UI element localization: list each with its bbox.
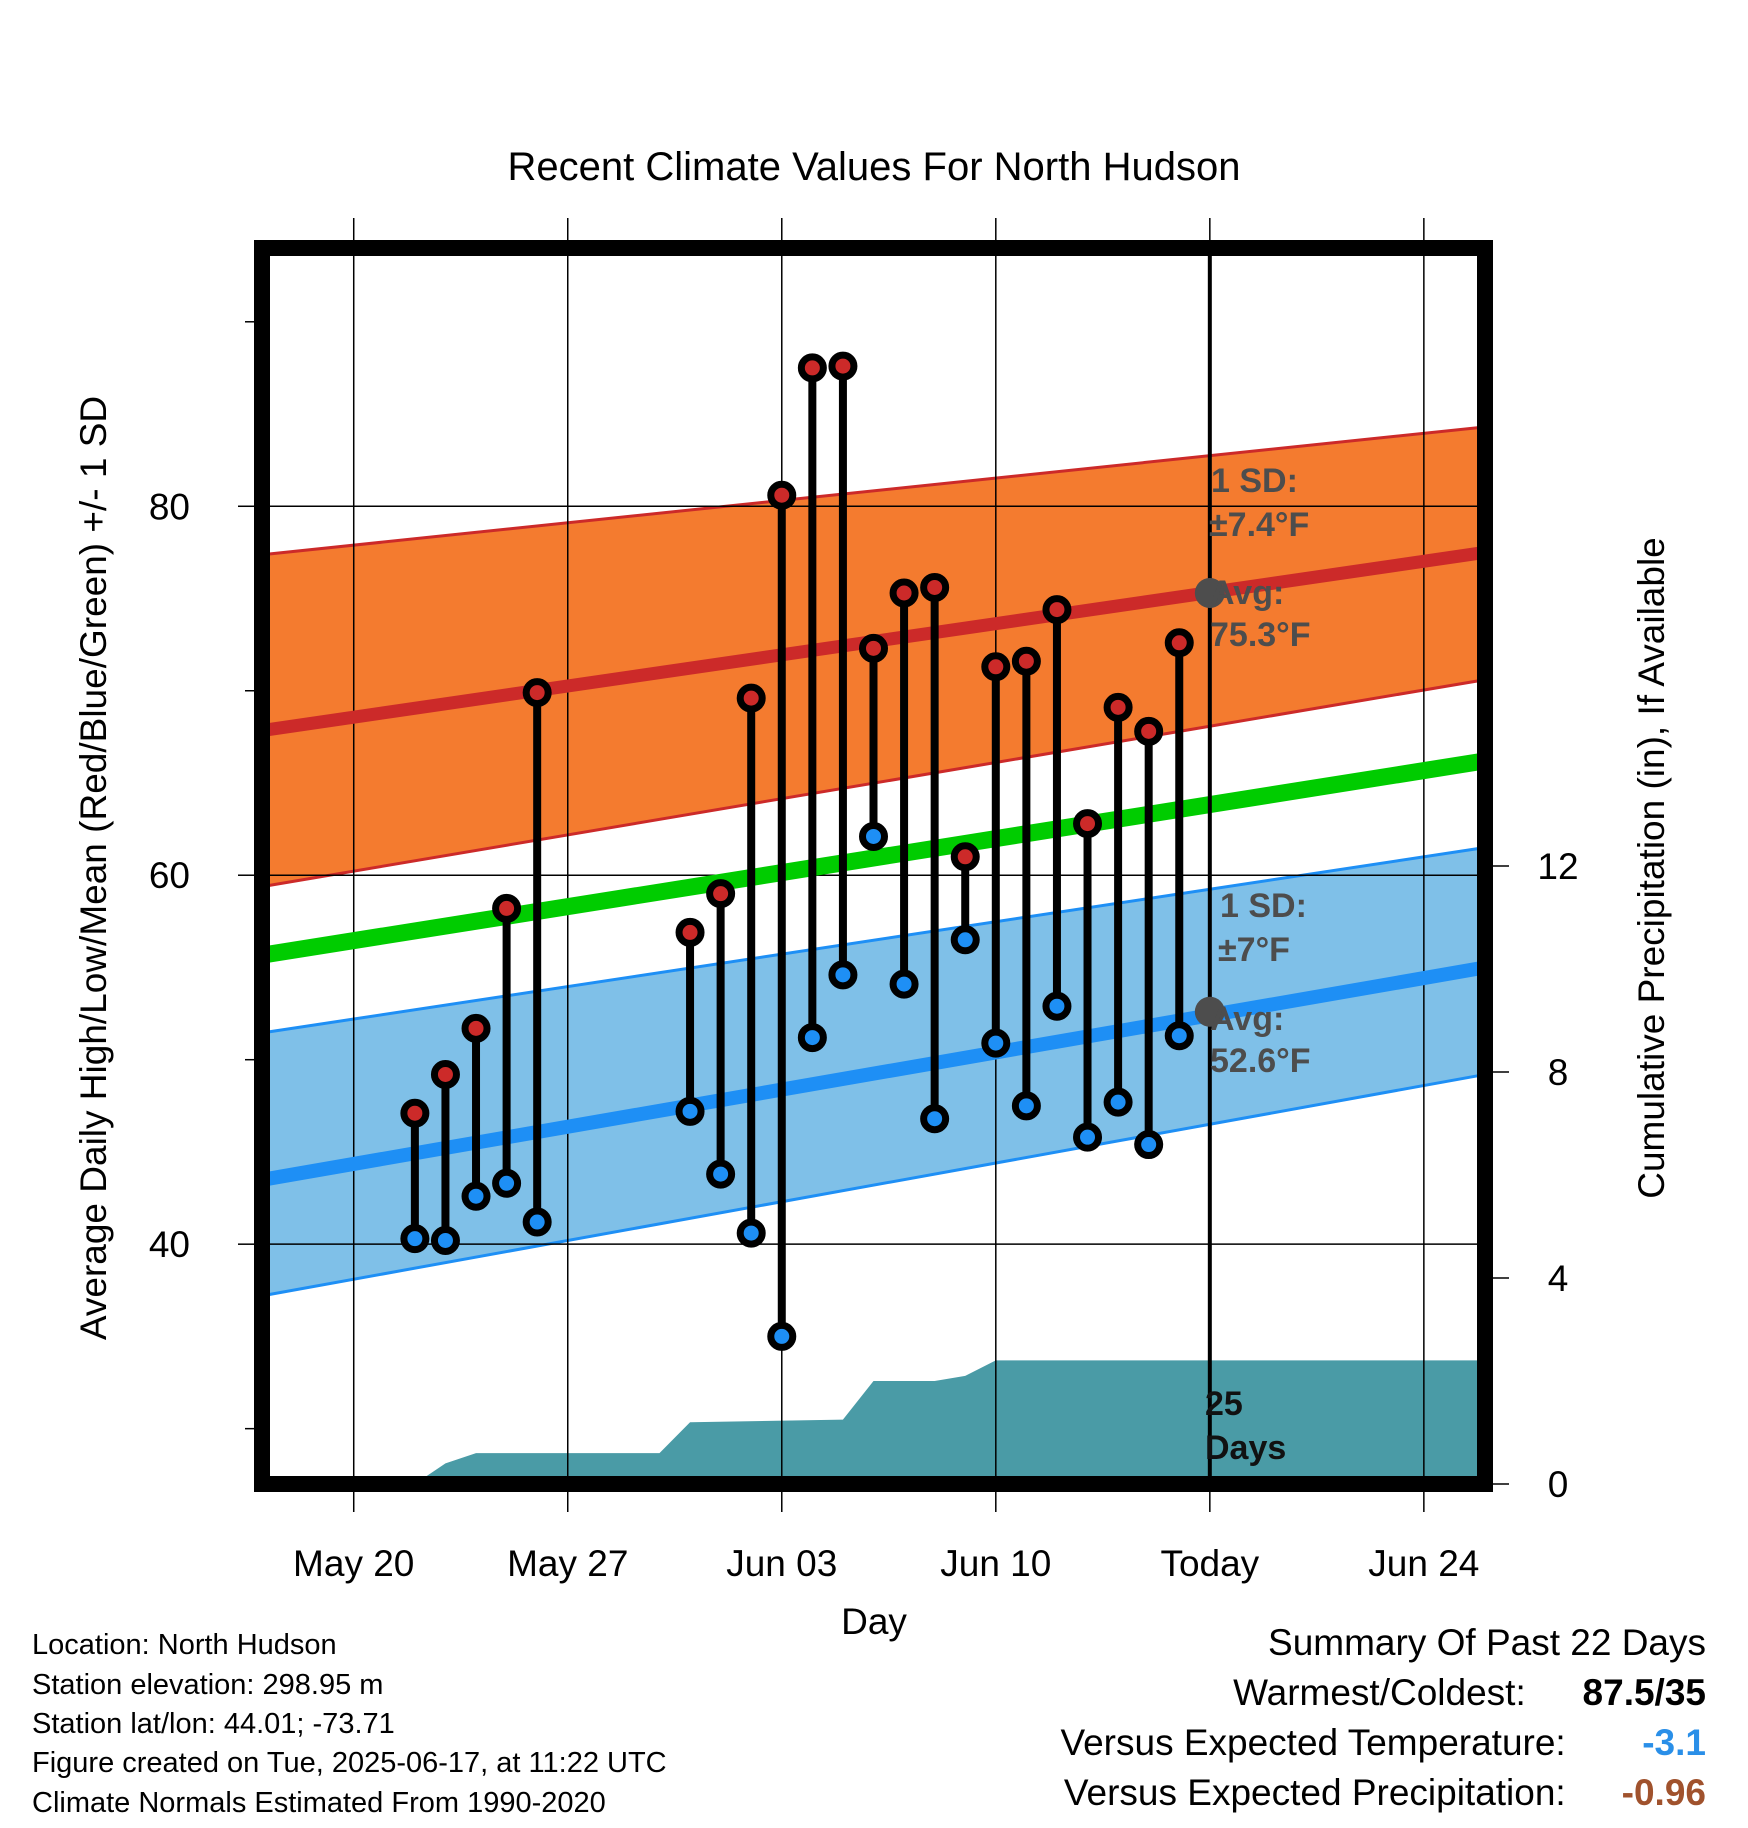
daily-low-point (736, 1218, 766, 1248)
daily-high-point (981, 652, 1011, 682)
summary-temp: Versus Expected Temperature: -3.1 (1060, 1722, 1706, 1764)
summary-temp-value: -3.1 (1642, 1722, 1706, 1763)
y2-tick-label: 8 (1548, 1052, 1569, 1093)
y2-tick-label: 0 (1548, 1464, 1569, 1505)
daily-low-point (767, 1321, 797, 1351)
daily-low-point (1164, 1021, 1194, 1051)
daily-high-point (675, 917, 705, 947)
info-created: Figure created on Tue, 2025-06-17, at 11… (32, 1747, 667, 1779)
plot-frame (254, 240, 1493, 1492)
low-sd-band-lower-edge (267, 1073, 1482, 1297)
x-tick-label: May 27 (507, 1543, 628, 1584)
daily-high-point (889, 578, 919, 608)
x-tick-label: May 20 (293, 1543, 414, 1584)
x-tick-label: Jun 10 (940, 1543, 1051, 1584)
y2-tick-label: 4 (1548, 1258, 1569, 1299)
daily-low-point (675, 1096, 705, 1126)
today-high-avg-marker (1194, 577, 1225, 608)
daily-low-point (859, 821, 888, 851)
info-elevation: Station elevation: 298.95 m (32, 1669, 384, 1701)
precip-area (268, 1360, 1481, 1484)
daily-high-point (1103, 692, 1133, 722)
y-tick-label: 80 (149, 486, 190, 527)
daily-high-point (461, 1013, 491, 1043)
summary-title: Summary Of Past 22 Days (1268, 1622, 1706, 1663)
daily-low-point (1103, 1087, 1133, 1117)
high-sd-value: ±7.4°F (1209, 506, 1309, 544)
precip-days-label: Days (1205, 1429, 1286, 1467)
daily-low-point (461, 1181, 491, 1211)
daily-low-point (522, 1207, 552, 1237)
chart-title: Recent Climate Values For North Hudson (508, 145, 1241, 189)
today-low-avg-marker (1194, 996, 1225, 1027)
summary-warmest-label: Warmest/Coldest: (1233, 1672, 1526, 1713)
daily-low-point (706, 1159, 736, 1189)
low-sd-band-upper-edge (267, 846, 1482, 1034)
summary-temp-label: Versus Expected Temperature: (1060, 1722, 1566, 1763)
info-latlon: Station lat/lon: 44.01; -73.71 (32, 1708, 395, 1740)
summary-precip-value: -0.96 (1621, 1772, 1706, 1813)
low-avg-label: Avg: (1210, 1000, 1284, 1038)
daily-high-point (1042, 595, 1072, 625)
daily-high-point (1164, 628, 1194, 658)
x-tick-label: Jun 24 (1368, 1543, 1479, 1584)
daily-high-point (920, 572, 950, 602)
daily-low-point (981, 1028, 1011, 1058)
high-avg-value: 75.3°F (1210, 616, 1311, 654)
daily-low-point (920, 1104, 950, 1134)
daily-low-point (1042, 991, 1072, 1021)
info-location: Location: North Hudson (32, 1629, 337, 1661)
daily-high-point (1134, 716, 1164, 746)
daily-low-point (492, 1168, 522, 1198)
daily-low-point (1073, 1122, 1103, 1152)
daily-low-point (797, 1023, 827, 1053)
y2-axis-title: Cumulative Precipitation (in), If Availa… (1631, 537, 1672, 1199)
y-axis-title: Average Daily High/Low/Mean (Red/Blue/Gr… (73, 396, 114, 1340)
daily-high-point (492, 893, 522, 923)
low-sd-value: ±7°F (1218, 931, 1290, 969)
daily-high-point (736, 683, 766, 713)
daily-low-point (1011, 1091, 1041, 1121)
daily-high-point (797, 353, 827, 383)
daily-low-point (889, 969, 919, 999)
daily-low-point (828, 960, 858, 990)
low-sd-label: 1 SD: (1220, 887, 1307, 925)
high-sd-label: 1 SD: (1211, 462, 1298, 500)
x-tick-label: Today (1160, 1543, 1259, 1584)
daily-high-point (950, 842, 980, 872)
summary-warmest-value: 87.5/35 (1582, 1672, 1706, 1713)
info-normals: Climate Normals Estimated From 1990-2020 (32, 1787, 606, 1819)
x-axis-title: Day (841, 1601, 907, 1642)
daily-high-point (1011, 646, 1041, 676)
daily-high-point (859, 633, 888, 663)
precip-days-count: 25 (1205, 1385, 1243, 1423)
x-tick-label: Jun 03 (726, 1543, 837, 1584)
daily-high-point (522, 678, 552, 708)
daily-high-point (400, 1098, 430, 1128)
high-sd-band-upper-edge (267, 425, 1482, 556)
summary-precip: Versus Expected Precipitation: -0.96 (1064, 1772, 1706, 1814)
low-normal-line (266, 961, 1483, 1186)
high-avg-label: Avg: (1210, 574, 1284, 612)
daily-high-point (767, 480, 797, 510)
y-tick-label: 40 (149, 1224, 190, 1265)
daily-low-point (430, 1225, 460, 1255)
y-tick-label: 60 (149, 855, 190, 896)
low-avg-value: 52.6°F (1210, 1042, 1311, 1080)
daily-high-point (706, 879, 736, 909)
daily-low-point (400, 1224, 430, 1254)
summary-warmest: Warmest/Coldest: 87.5/35 (1233, 1672, 1706, 1714)
plot-interior (262, 248, 1485, 1484)
daily-high-point (1073, 809, 1103, 839)
daily-low-point (1134, 1130, 1164, 1160)
y2-tick-label: 12 (1537, 846, 1578, 887)
summary-precip-label: Versus Expected Precipitation: (1063, 1772, 1566, 1813)
daily-high-point (828, 351, 858, 381)
daily-low-point (950, 925, 980, 955)
daily-high-point (430, 1059, 460, 1089)
mean-normal-line (266, 753, 1483, 963)
